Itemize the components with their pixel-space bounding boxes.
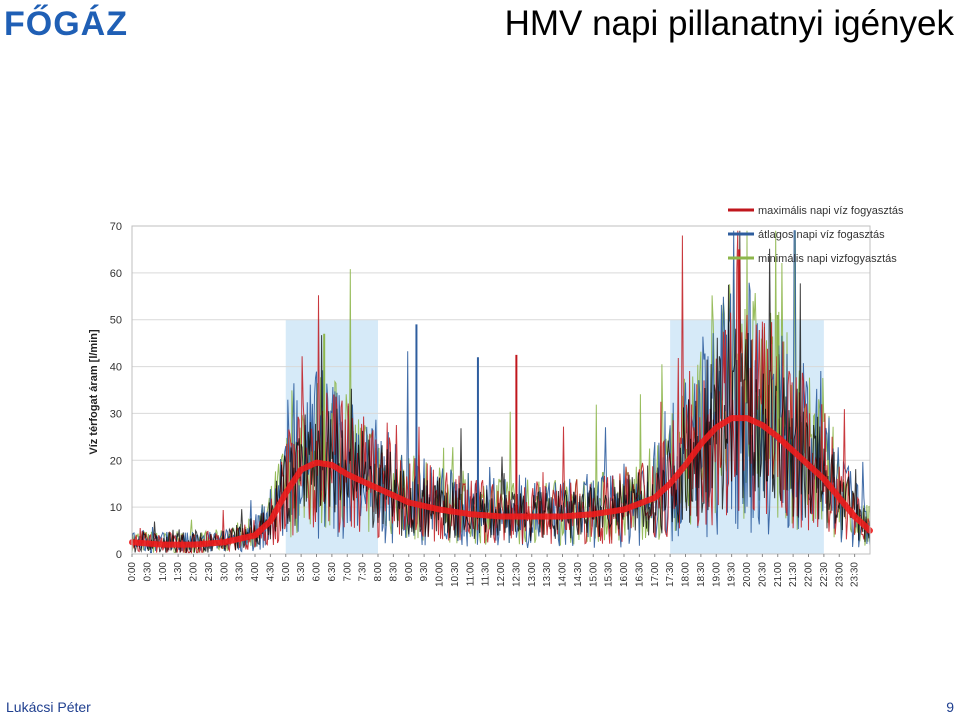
x-tick-label: 1:30 <box>173 562 184 582</box>
x-tick-label: 9:00 <box>404 562 415 582</box>
x-tick-label: 10:00 <box>435 562 446 587</box>
x-tick-label: 14:00 <box>558 562 569 587</box>
chart-legend: maximális napi víz fogyasztás átlagos nap… <box>728 205 904 265</box>
x-tick-label: 5:30 <box>296 562 307 582</box>
x-tick-label: 17:00 <box>650 562 661 587</box>
x-tick-label: 21:00 <box>773 562 784 587</box>
x-tick-label: 16:30 <box>634 562 645 587</box>
x-tick-label: 9:30 <box>419 562 430 582</box>
x-tick-label: 0:30 <box>142 562 153 582</box>
x-tick-label: 14:30 <box>573 562 584 587</box>
x-tick-label: 17:30 <box>665 562 676 587</box>
x-tick-label: 8:00 <box>373 562 384 582</box>
x-tick-label: 4:00 <box>250 562 261 582</box>
x-tick-label: 12:00 <box>496 562 507 587</box>
trend-layer <box>129 415 873 548</box>
x-tick-label: 13:30 <box>542 562 553 587</box>
x-tick-label: 19:00 <box>711 562 722 587</box>
y-tick-label: 50 <box>110 315 122 327</box>
legend-label-avg: átlagos napi víz fogasztás <box>758 229 885 241</box>
chart-axes: 0 10 20 30 40 50 60 70 0:00 0:30 1:00 1:30 2:00 2:30 3… <box>110 221 871 587</box>
trend-line <box>129 415 873 548</box>
y-tick-label: 10 <box>110 502 122 514</box>
x-tick-label: 4:30 <box>265 562 276 582</box>
x-tick-label: 19:30 <box>727 562 738 587</box>
x-tick-label: 11:00 <box>465 562 476 587</box>
x-tick-label: 20:30 <box>757 562 768 587</box>
x-tick-label: 12:30 <box>511 562 522 587</box>
x-tick-label: 3:00 <box>219 562 230 582</box>
x-tick-label: 16:00 <box>619 562 630 587</box>
x-tick-label: 0:00 <box>127 562 138 582</box>
x-tick-label: 23:00 <box>834 562 845 587</box>
x-tick-label: 20:00 <box>742 562 753 587</box>
legend-label-max: maximális napi víz fogyasztás <box>758 205 904 217</box>
x-tick-label: 2:00 <box>189 562 200 582</box>
water-flow-chart: 0 10 20 30 40 50 60 70 0:00 0:30 1:00 1:30 2:00 2:30 3… <box>88 205 904 587</box>
y-axis-label: Víz térfogat áram [l/min] <box>88 329 100 455</box>
x-tick-label: 1:00 <box>158 562 169 582</box>
x-tick-label: 8:30 <box>388 562 399 582</box>
x-tick-label: 22:30 <box>819 562 830 587</box>
x-tick-label: 21:30 <box>788 562 799 587</box>
x-tick-label: 2:30 <box>204 562 215 582</box>
author-name: Lukácsi Péter <box>6 699 91 715</box>
y-tick-label: 60 <box>110 268 122 280</box>
y-tick-label: 20 <box>110 455 122 467</box>
page-number: 9 <box>946 699 954 715</box>
x-tick-label: 22:00 <box>804 562 815 587</box>
legend-label-min: minimális napi vizfogyasztás <box>758 253 897 265</box>
y-tick-label: 30 <box>110 408 122 420</box>
x-tick-label: 5:00 <box>281 562 292 582</box>
x-tick-label: 10:30 <box>450 562 461 587</box>
x-tick-label: 15:00 <box>588 562 599 587</box>
noise-traces <box>131 230 871 554</box>
x-tick-label: 18:30 <box>696 562 707 587</box>
x-tick-label: 13:00 <box>527 562 538 587</box>
y-tick-label: 40 <box>110 362 122 374</box>
x-tick-label: 6:30 <box>327 562 338 582</box>
series-noise-line <box>131 230 871 553</box>
x-tick-label: 6:00 <box>312 562 323 582</box>
x-tick-label: 15:30 <box>604 562 615 587</box>
x-tick-label: 3:30 <box>235 562 246 582</box>
x-tick-label: 23:30 <box>850 562 861 587</box>
x-tick-label: 7:00 <box>342 562 353 582</box>
x-tick-label: 18:00 <box>681 562 692 587</box>
slide-title: HMV napi pillanatnyi igények <box>504 4 954 43</box>
y-tick-label: 0 <box>116 549 122 561</box>
x-tick-label: 7:30 <box>358 562 369 582</box>
fogaz-logo: FŐGÁZ <box>4 5 128 43</box>
x-tick-label: 11:30 <box>481 562 492 587</box>
y-tick-label: 70 <box>110 221 122 233</box>
